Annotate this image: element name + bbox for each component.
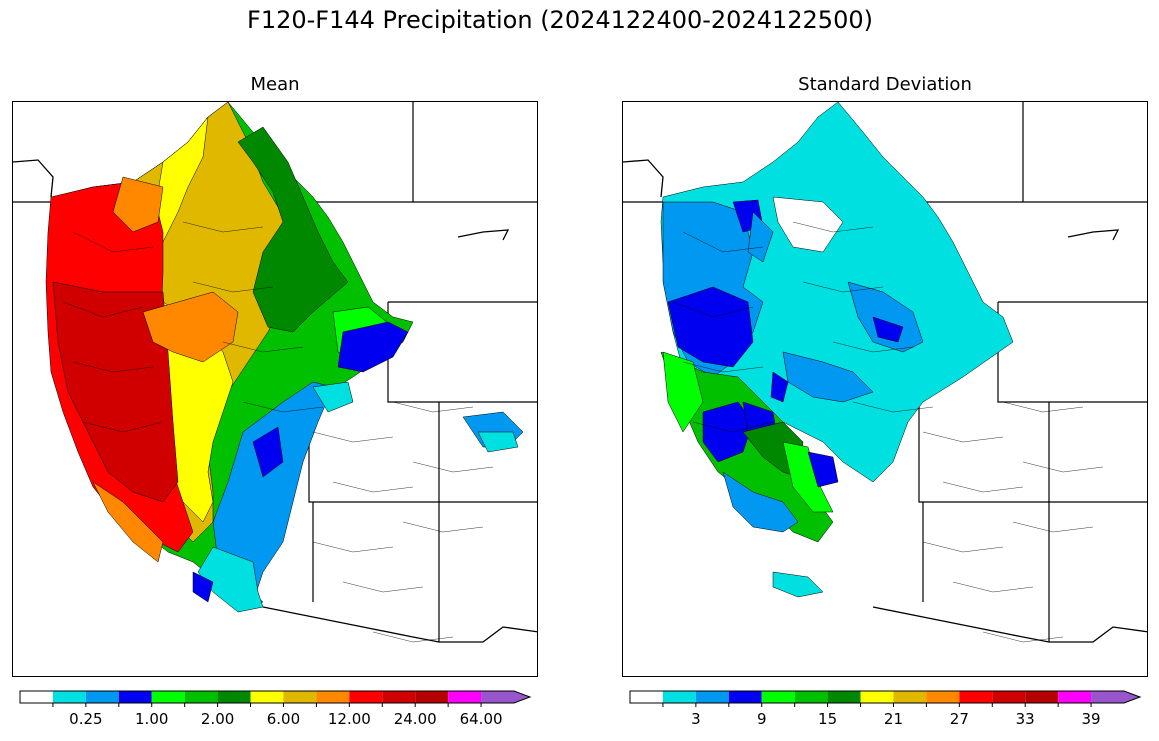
colorbar-segment	[52, 691, 86, 703]
colorbar-segment	[992, 691, 1026, 703]
colorbar-outline	[629, 690, 1142, 704]
stddev-map	[622, 101, 1148, 677]
colorbar-segment	[860, 691, 894, 703]
colorbar-segment	[794, 691, 828, 703]
colorbar-segment	[1025, 691, 1059, 703]
colorbar-segment	[481, 691, 530, 703]
colorbar-segment	[827, 691, 861, 703]
colorbar-segment	[893, 691, 927, 703]
colorbar-tick-label: 33	[1015, 710, 1035, 728]
colorbar-segment	[1091, 691, 1140, 703]
colorbar-segment	[662, 691, 696, 703]
colorbar-segment	[959, 691, 993, 703]
colorbar-segment	[415, 691, 449, 703]
colorbar-segment	[316, 691, 350, 703]
colorbar-segment	[695, 691, 729, 703]
colorbar-outline	[19, 690, 532, 704]
figure-title: F120-F144 Precipitation (2024122400-2024…	[247, 6, 873, 34]
colorbar-segment	[20, 691, 53, 703]
colorbar-svg	[19, 690, 532, 707]
colorbar-segment	[184, 691, 218, 703]
colorbar-segment	[118, 691, 152, 703]
colorbar-tick-label: 15	[818, 710, 838, 728]
colorbar-tick-label: 64.00	[459, 710, 503, 728]
colorbar-tick-label: 3	[691, 710, 701, 728]
colorbar-segment	[1058, 691, 1092, 703]
colorbar-svg	[629, 690, 1142, 707]
stddev-panel-title: Standard Deviation	[798, 74, 972, 95]
mean-map	[12, 101, 538, 677]
colorbar-tick-label: 21	[883, 710, 903, 728]
colorbar-segment	[448, 691, 482, 703]
mean-colorbar	[19, 690, 532, 707]
colorbar-segment	[728, 691, 762, 703]
colorbar-tick-label: 27	[949, 710, 969, 728]
colorbar-tick-label: 6.00	[266, 710, 301, 728]
colorbar-tick-label: 12.00	[327, 710, 371, 728]
colorbar-tick-label: 0.25	[69, 710, 103, 728]
colorbar-tick-label: 9	[756, 710, 767, 728]
mean-panel-title: Mean	[250, 74, 300, 95]
colorbar-segment	[349, 691, 383, 703]
colorbar-segment	[217, 691, 251, 703]
colorbar-segment	[250, 691, 284, 703]
colorbar-segment	[761, 691, 795, 703]
colorbar-tick-label: 2.00	[200, 710, 235, 728]
colorbar-segment	[926, 691, 960, 703]
colorbar-segment	[382, 691, 416, 703]
colorbar-tick-label: 24.00	[393, 710, 437, 728]
colorbar-segment	[630, 691, 663, 703]
colorbar-tick-label: 39	[1081, 710, 1101, 728]
stddev-colorbar	[629, 690, 1142, 707]
colorbar-segment	[85, 691, 119, 703]
colorbar-segment	[283, 691, 317, 703]
colorbar-segment	[151, 691, 185, 703]
colorbar-tick-label: 1.00	[135, 710, 169, 728]
